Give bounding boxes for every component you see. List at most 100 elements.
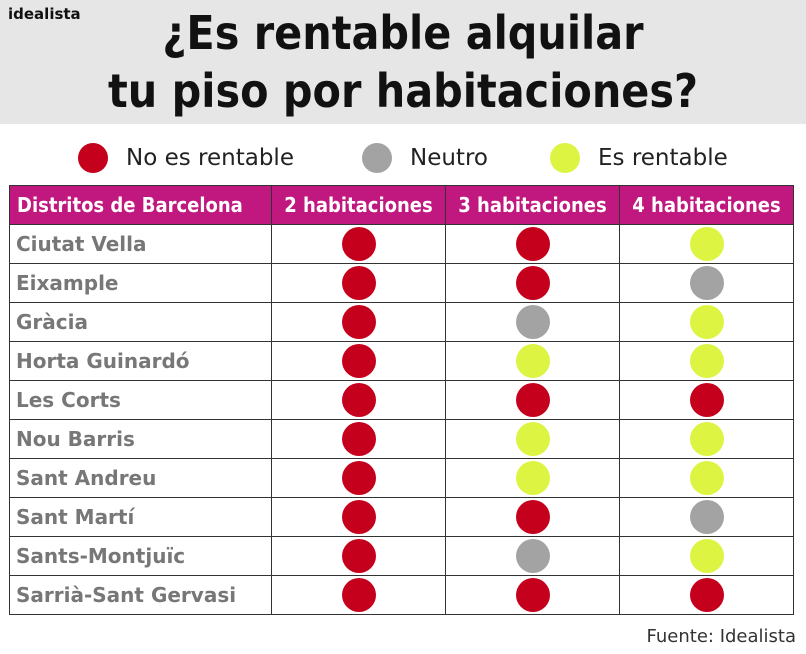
rating-dot-rentable <box>689 305 724 339</box>
rating-dot-no-rentable <box>341 383 376 417</box>
table-row: Gràcia <box>9 302 794 342</box>
rating-cell <box>619 380 794 420</box>
rating-dot-no-rentable <box>341 500 376 534</box>
rating-dot-rentable <box>515 461 550 495</box>
rating-dot-no-rentable <box>341 305 376 339</box>
rating-cell <box>445 419 620 459</box>
district-name: Horta Guinardó <box>9 341 272 381</box>
rating-cell <box>445 458 620 498</box>
rating-dot-no-rentable <box>341 266 376 300</box>
table-row: Sarrià-Sant Gervasi <box>9 575 794 615</box>
district-name: Les Corts <box>9 380 272 420</box>
district-name: Sants-Montjuïc <box>9 536 272 576</box>
table-body: Ciutat Vella Eixample Gràcia Horta Guinardó… <box>9 224 794 615</box>
rating-dot-neutro <box>515 305 550 339</box>
rating-dot-no-rentable <box>515 266 550 300</box>
rating-dot-rentable <box>689 422 724 456</box>
rating-cell <box>619 458 794 498</box>
rating-dot-no-rentable <box>515 383 550 417</box>
rating-cell <box>619 575 794 615</box>
source-note: Fuente: Idealista <box>646 626 796 647</box>
rating-cell <box>445 380 620 420</box>
rating-cell <box>271 536 446 576</box>
rating-cell <box>445 497 620 537</box>
district-name: Sant Andreu <box>9 458 272 498</box>
rating-dot-no-rentable <box>515 500 550 534</box>
legend-dot-neutro <box>362 143 392 173</box>
rating-dot-rentable <box>689 461 724 495</box>
rating-dot-no-rentable <box>689 578 724 612</box>
district-name: Sarrià-Sant Gervasi <box>9 575 272 615</box>
rating-cell <box>445 224 620 264</box>
rating-cell <box>445 302 620 342</box>
table-header-row: Distritos de Barcelona 2 habitaciones 3 … <box>9 185 794 225</box>
table-row: Eixample <box>9 263 794 303</box>
rentability-table: Distritos de Barcelona 2 habitaciones 3 … <box>9 185 794 615</box>
district-name: Gràcia <box>9 302 272 342</box>
rating-dot-no-rentable <box>341 422 376 456</box>
rating-cell <box>619 263 794 303</box>
rating-cell <box>619 302 794 342</box>
rating-dot-rentable <box>689 539 724 573</box>
rating-cell <box>619 536 794 576</box>
rating-cell <box>271 575 446 615</box>
rating-dot-neutro <box>515 539 550 573</box>
column-header-4-rooms: 4 habitaciones <box>619 185 794 225</box>
column-header-2-rooms: 2 habitaciones <box>271 185 446 225</box>
rating-dot-no-rentable <box>341 344 376 378</box>
rating-cell <box>619 419 794 459</box>
district-name: Sant Martí <box>9 497 272 537</box>
rating-cell <box>271 458 446 498</box>
rating-cell <box>271 263 446 303</box>
rating-dot-no-rentable <box>515 227 550 261</box>
legend-label-neutro: Neutro <box>410 145 488 171</box>
rating-cell <box>271 302 446 342</box>
rating-cell <box>619 224 794 264</box>
rating-cell <box>271 497 446 537</box>
district-name: Nou Barris <box>9 419 272 459</box>
table-row: Horta Guinardó <box>9 341 794 381</box>
table-row: Sant Martí <box>9 497 794 537</box>
rating-dot-rentable <box>689 344 724 378</box>
rating-cell <box>271 224 446 264</box>
rating-dot-rentable <box>515 422 550 456</box>
header-banner: idealista ¿Es rentable alquilar tu piso … <box>0 0 806 124</box>
column-header-district: Distritos de Barcelona <box>9 185 272 225</box>
table-row: Ciutat Vella <box>9 224 794 264</box>
table-row: Les Corts <box>9 380 794 420</box>
title-line-1: ¿Es rentable alquilar <box>162 6 644 60</box>
rating-dot-no-rentable <box>515 578 550 612</box>
rating-cell <box>445 575 620 615</box>
rating-dot-neutro <box>689 500 724 534</box>
rating-cell <box>619 497 794 537</box>
rating-dot-no-rentable <box>341 539 376 573</box>
rating-dot-no-rentable <box>341 578 376 612</box>
column-header-3-rooms: 3 habitaciones <box>445 185 620 225</box>
rating-dot-neutro <box>689 266 724 300</box>
legend-dot-no-rentable <box>78 143 108 173</box>
table-row: Sants-Montjuïc <box>9 536 794 576</box>
legend-label-rentable: Es rentable <box>598 145 728 171</box>
rating-cell <box>619 341 794 381</box>
district-name: Ciutat Vella <box>9 224 272 264</box>
legend-label-no-rentable: No es rentable <box>126 145 294 171</box>
table-row: Sant Andreu <box>9 458 794 498</box>
brand-logo: idealista <box>8 5 81 23</box>
legend: No es rentable Neutro Es rentable <box>0 140 806 176</box>
rating-cell <box>445 263 620 303</box>
rating-cell <box>445 341 620 381</box>
rating-dot-no-rentable <box>341 227 376 261</box>
rating-dot-rentable <box>515 344 550 378</box>
rating-dot-rentable <box>689 227 724 261</box>
district-name: Eixample <box>9 263 272 303</box>
legend-dot-rentable <box>550 143 580 173</box>
chart-title: ¿Es rentable alquilar tu piso por habita… <box>0 4 806 120</box>
rating-cell <box>271 419 446 459</box>
title-line-2: tu piso por habitaciones? <box>107 64 699 118</box>
rating-cell <box>271 380 446 420</box>
rating-dot-no-rentable <box>341 461 376 495</box>
rating-dot-no-rentable <box>689 383 724 417</box>
table-row: Nou Barris <box>9 419 794 459</box>
rating-cell <box>271 341 446 381</box>
rating-cell <box>445 536 620 576</box>
